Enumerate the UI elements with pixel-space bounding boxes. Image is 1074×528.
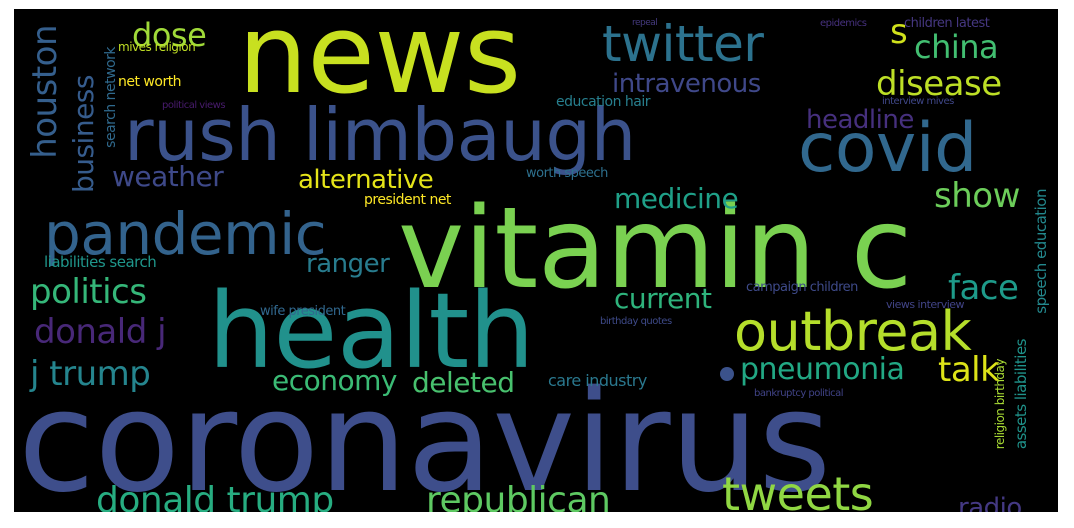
word-ranger: ranger bbox=[306, 249, 390, 279]
word-religion-birthday: religion birthday bbox=[993, 359, 1007, 450]
word-intravenous: intravenous bbox=[612, 69, 761, 99]
word-deleted: deleted bbox=[412, 366, 515, 399]
word-care-industry: care industry bbox=[548, 371, 647, 390]
word-vitamin-c: vitamin c bbox=[398, 184, 912, 314]
word-search-network: search network bbox=[103, 47, 119, 148]
word-show: show bbox=[934, 176, 1020, 216]
word-houston: houston bbox=[25, 25, 65, 159]
word-headline: headline bbox=[806, 105, 914, 135]
word-tweets: tweets bbox=[722, 467, 874, 512]
word-covid: covid bbox=[798, 109, 977, 188]
word-assets-liabilities: assets liabilities bbox=[1012, 339, 1030, 450]
word-education-hair: education hair bbox=[556, 94, 651, 110]
word-economy: economy bbox=[272, 364, 397, 397]
word-president-net: president net bbox=[364, 192, 451, 208]
word-rush-limbaugh: rush limbaugh bbox=[124, 93, 636, 177]
word-donald-j: donald j bbox=[34, 312, 167, 352]
word-face: face bbox=[948, 268, 1019, 308]
word-birthday-quotes: birthday quotes bbox=[600, 316, 672, 327]
word-coronavirus: coronavirus bbox=[18, 361, 831, 513]
word-news: news bbox=[238, 9, 521, 118]
word-repeal: repeal bbox=[632, 18, 658, 28]
word-donald-trump: donald trump bbox=[96, 480, 334, 513]
word-current: current bbox=[614, 282, 712, 315]
word-talk: talk bbox=[938, 350, 1000, 390]
word-mives-religion: mives religion bbox=[118, 40, 196, 54]
word-wife-president: wife president bbox=[260, 304, 346, 319]
word-dose: dose bbox=[132, 16, 207, 54]
word-pandemic: pandemic bbox=[44, 200, 327, 268]
word-bankruptcy-political: bankruptcy political bbox=[754, 388, 844, 399]
word-campaign-children: campaign children bbox=[746, 280, 858, 295]
word-children-latest: children latest bbox=[904, 16, 990, 31]
word-politics: politics bbox=[30, 272, 147, 312]
word-business: business bbox=[67, 75, 100, 194]
word-speech-education: speech education bbox=[1032, 189, 1050, 314]
word-pneumonia: pneumonia bbox=[740, 352, 905, 387]
word-weather: weather bbox=[112, 160, 224, 193]
word-medicine: medicine bbox=[614, 182, 739, 215]
word-cloud: coronavirus vitamin c health news rush l… bbox=[14, 9, 1058, 512]
word-outbreak: outbreak bbox=[734, 300, 972, 363]
word-china: china bbox=[914, 28, 999, 66]
word-worth-speech: worth speech bbox=[526, 166, 608, 181]
word-disease: disease bbox=[876, 64, 1002, 104]
word-health: health bbox=[208, 270, 535, 392]
word-s: s bbox=[890, 12, 908, 52]
word-liabilities-search: liabilities search bbox=[44, 253, 157, 271]
word-radio: radio bbox=[958, 493, 1022, 512]
word-j-trump: j trump bbox=[30, 354, 151, 394]
word-twitter: twitter bbox=[602, 15, 764, 73]
word-alternative: alternative bbox=[298, 165, 434, 195]
word-views-interview: views interview bbox=[886, 298, 965, 311]
word-epidemics: epidemics bbox=[820, 18, 867, 29]
word-net-worth: net worth bbox=[118, 74, 182, 90]
dot-mark bbox=[720, 367, 734, 381]
word-political-views: political views bbox=[162, 100, 226, 111]
word-republican: republican bbox=[426, 480, 611, 513]
word-interview-mives: interview mives bbox=[882, 96, 954, 107]
